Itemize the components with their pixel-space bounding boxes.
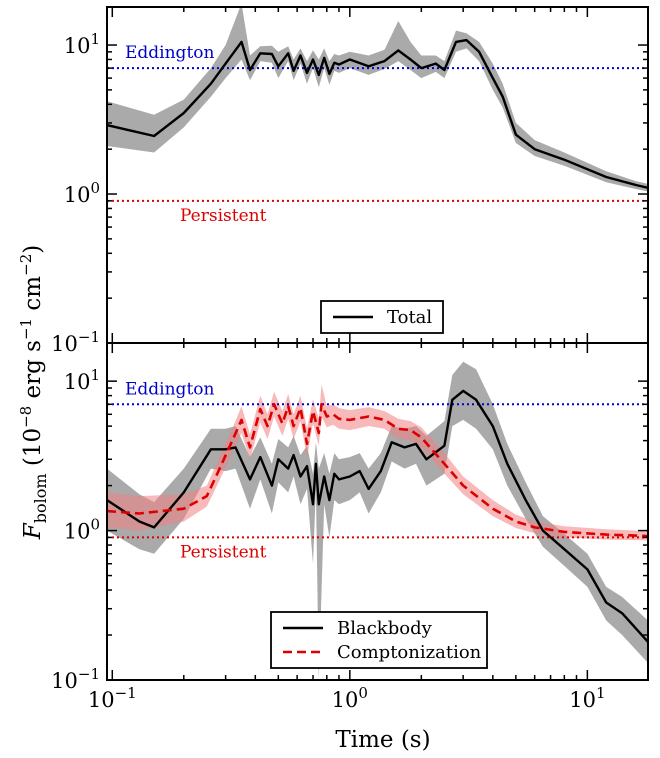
top-y-tick-label: 100	[64, 179, 100, 207]
bottom-y-tick-label-exponent: 1	[90, 366, 100, 384]
top-y-tick-label: 10−1	[51, 328, 100, 356]
bottom-line-comptonization	[107, 402, 648, 538]
top-reference-lines: Eddington Persistent	[107, 43, 648, 226]
top-y-tick-label-exponent: 1	[90, 30, 100, 48]
x-tick-label-exponent: 1	[596, 684, 606, 702]
bottom-y-tick-label-exponent: 0	[90, 516, 100, 534]
ylabel-exp2: −1	[17, 318, 35, 340]
x-tick-label-base: 10	[569, 688, 596, 712]
ylabel-subscript: bolom	[31, 473, 50, 523]
bottom-line-blackbody	[107, 389, 648, 643]
top-legend-label-total: Total	[387, 307, 432, 328]
x-tick-labels: 10−1 100 101	[88, 684, 606, 712]
bottom-y-tick-label: 101	[64, 366, 100, 394]
bottom-legend: Blackbody Comptonization	[270, 611, 488, 669]
ylabel-mid2: cm	[20, 276, 46, 318]
top-error-bands	[107, 7, 648, 192]
top-eddington-label: Eddington	[125, 43, 215, 63]
x-tick-label: 100	[332, 684, 368, 712]
y-axis-label: Fbolom (10−8 erg s−1 cm−2)	[17, 245, 50, 540]
top-y-tick-label: 101	[64, 30, 100, 58]
bottom-y-tick-label: 100	[64, 516, 100, 544]
ylabel-open: (10	[20, 428, 46, 474]
x-tick-label-base: 10	[88, 688, 115, 712]
bottom-series-lines	[107, 389, 648, 643]
top-y-tick-label-base: 10	[64, 183, 91, 207]
ylabel-mid1: erg s	[20, 340, 46, 406]
top-persistent-label: Persistent	[180, 206, 267, 226]
bottom-band-blackbody	[107, 361, 648, 680]
bottom-y-tick-label: 10−1	[51, 665, 100, 693]
x-tick-label: 101	[569, 684, 605, 712]
bottom-y-tick-label-base: 10	[64, 520, 91, 544]
top-y-tick-label-base: 10	[51, 332, 78, 356]
top-band-total	[107, 7, 648, 192]
x-tick-label-exponent: −1	[115, 684, 137, 702]
bottom-y-tick-label-base: 10	[51, 669, 78, 693]
ylabel-exp3: −2	[17, 254, 35, 276]
x-tick-label-base: 10	[332, 688, 359, 712]
top-y-tick-label-base: 10	[64, 34, 91, 58]
ylabel-main: F	[20, 522, 46, 540]
ylabel-close: )	[20, 245, 46, 254]
top-y-tick-label-exponent: −1	[78, 328, 100, 346]
ylabel-exp1: −8	[17, 406, 35, 428]
top-y-tick-label-exponent: 0	[90, 179, 100, 197]
bottom-y-tick-label-exponent: −1	[78, 665, 100, 683]
bottom-persistent-label: Persistent	[180, 542, 267, 562]
top-line-total	[107, 38, 648, 189]
top-series-lines	[107, 38, 648, 189]
bottom-panel-frame	[106, 342, 649, 681]
top-legend: Total	[320, 300, 444, 334]
bottom-legend-label-comptonization: Comptonization	[337, 642, 482, 663]
bottom-legend-label-blackbody: Blackbody	[337, 618, 433, 639]
bottom-reference-lines: Eddington Persistent	[107, 379, 648, 562]
bottom-y-tick-label-base: 10	[64, 370, 91, 394]
x-axis-label: Time (s)	[335, 727, 430, 753]
bottom-legend-box	[270, 611, 488, 669]
x-tick-label: 10−1	[88, 684, 137, 712]
x-tick-label-exponent: 0	[358, 684, 368, 702]
bottom-eddington-label: Eddington	[125, 379, 215, 399]
